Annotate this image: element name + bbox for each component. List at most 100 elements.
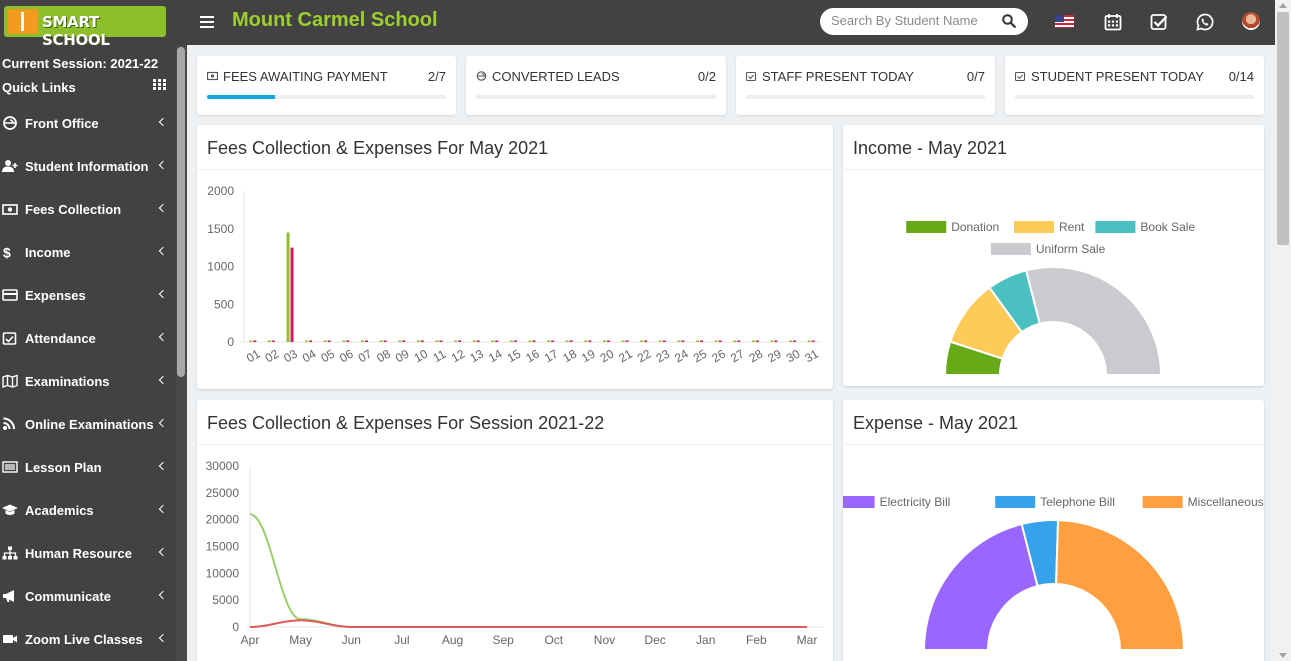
series-line: [249, 619, 807, 628]
sidebar-item-label: Lesson Plan: [25, 460, 102, 475]
money-icon: [207, 71, 218, 81]
us-flag-icon[interactable]: [1055, 15, 1074, 28]
stat-staff-present-today[interactable]: STAFF PRESENT TODAY 0/7: [736, 56, 995, 115]
sidebar-item-human-resource[interactable]: Human Resource: [0, 532, 176, 575]
chevron-left-icon: [158, 633, 168, 643]
user-plus-icon: [2, 160, 18, 172]
bar: [305, 340, 309, 342]
x-tick-label: 11: [431, 347, 449, 366]
sidebar-item-fees-collection[interactable]: Fees Collection: [0, 188, 176, 231]
chevron-left-icon: [158, 504, 168, 514]
bar: [323, 340, 327, 342]
sidebar-item-communicate[interactable]: Communicate: [0, 575, 176, 618]
sidebar-scrollbar-thumb[interactable]: [177, 47, 185, 377]
sidebar-item-lesson-plan[interactable]: Lesson Plan: [0, 446, 176, 489]
bar: [696, 340, 700, 342]
panel-title: Fees Collection & Expenses For Session 2…: [207, 413, 605, 433]
x-tick-label: 19: [579, 346, 598, 365]
bar: [811, 340, 815, 342]
stat-value: 2/7: [427, 69, 446, 84]
stat-progress: [746, 95, 985, 99]
doughnut-slice: [922, 522, 1039, 651]
smart-school-logo[interactable]: SMART SCHOOL: [4, 6, 166, 49]
bar: [532, 340, 536, 342]
scrollbar-thumb[interactable]: [1277, 12, 1289, 245]
chevron-left-icon: [158, 375, 168, 385]
bar: [807, 340, 811, 342]
x-tick-label: 06: [337, 346, 356, 365]
bar: [737, 340, 741, 342]
sitemap-icon: [2, 546, 18, 560]
map-icon: [2, 374, 18, 388]
calendar-icon[interactable]: [1104, 13, 1122, 31]
svg-text:$: $: [3, 245, 11, 259]
chevron-left-icon: [158, 246, 168, 256]
stat-fees-awaiting-payment[interactable]: FEES AWAITING PAYMENT 2/7: [197, 56, 456, 115]
user-avatar-icon[interactable]: [1242, 12, 1260, 30]
bar: [309, 340, 313, 342]
quick-links-label: Quick Links: [2, 80, 76, 95]
y-tick-label: 500: [214, 297, 234, 311]
calendar-check-icon: [746, 71, 757, 81]
bar: [435, 340, 439, 342]
bar: [606, 340, 610, 342]
panel-title: Fees Collection & Expenses For May 2021: [207, 138, 549, 158]
bar: [584, 340, 588, 342]
sidebar-item-academics[interactable]: Academics: [0, 489, 176, 532]
x-tick-label: May: [289, 633, 312, 647]
y-tick-label: 1500: [207, 222, 234, 236]
x-tick-label: 09: [393, 346, 412, 365]
panel-title: Income - May 2021: [853, 138, 1008, 158]
bar: [677, 340, 681, 342]
sidebar-item-attendance[interactable]: Attendance: [0, 317, 176, 360]
stat-progress-fill: [207, 95, 276, 99]
student-search: [820, 8, 1028, 35]
sidebar-item-zoom-live-classes[interactable]: Zoom Live Classes: [0, 618, 176, 661]
bar: [718, 340, 722, 342]
sidebar-item-label: Attendance: [25, 331, 96, 346]
sidebar-item-front-office[interactable]: Front Office: [0, 102, 176, 145]
legend-label: Book Sale: [1140, 220, 1195, 234]
sidebar-scrollbar[interactable]: [176, 45, 187, 661]
fees-month-bar-chart: 2000 1500 1000 500 0 01 02 03 04 05 06 07 08 09 10 11 12…: [207, 184, 821, 366]
y-tick-label: 30000: [206, 459, 240, 473]
bar: [588, 340, 592, 342]
legend-swatch: [1014, 221, 1054, 233]
bar: [714, 340, 718, 342]
bar: [602, 340, 606, 342]
quick-links-grid-icon[interactable]: [153, 79, 166, 90]
sidebar-item-expenses[interactable]: Expenses: [0, 274, 176, 317]
stat-value: 0/2: [697, 69, 716, 84]
search-input[interactable]: [831, 13, 991, 28]
panel-income: Income - May 2021 Donation Rent Book Sale U…: [843, 125, 1264, 386]
stat-student-present-today[interactable]: STUDENT PRESENT TODAY 0/14: [1005, 56, 1264, 115]
stat-converted-leads[interactable]: CONVERTED LEADS 0/2: [466, 56, 726, 115]
x-tick-label: 30: [784, 346, 803, 365]
bar: [513, 340, 517, 342]
sidebar-item-examinations[interactable]: Examinations: [0, 360, 176, 403]
video-icon: [3, 635, 17, 643]
legend-swatch: [906, 221, 947, 233]
sidebar-item-income[interactable]: $ Income: [0, 231, 176, 274]
stat-progress: [476, 95, 716, 99]
scroll-up-arrow-icon[interactable]: [1279, 3, 1287, 8]
logo-text: SMART SCHOOL: [42, 13, 110, 49]
bar: [271, 340, 275, 342]
whatsapp-icon[interactable]: [1196, 13, 1214, 31]
x-tick-label: 08: [374, 346, 393, 365]
check-square-icon[interactable]: [1150, 13, 1168, 31]
hamburger-icon[interactable]: [200, 16, 214, 28]
y-tick-label: 5000: [212, 593, 239, 607]
sidebar-item-student-information[interactable]: Student Information: [0, 145, 176, 188]
search-icon[interactable]: [1002, 14, 1016, 28]
legend-label: Telephone Bill: [1040, 495, 1115, 509]
scroll-down-arrow-icon[interactable]: [1279, 653, 1287, 658]
sidebar-item-label: Human Resource: [25, 546, 132, 561]
stat-label: FEES AWAITING PAYMENT: [223, 69, 388, 84]
chevron-left-icon: [158, 418, 168, 428]
sidebar-item-label: Communicate: [25, 589, 111, 604]
bullhorn-icon: [3, 590, 14, 602]
bar: [569, 340, 573, 342]
page-scrollbar[interactable]: [1275, 0, 1291, 661]
sidebar-item-online-examinations[interactable]: Online Examinations: [0, 403, 176, 446]
